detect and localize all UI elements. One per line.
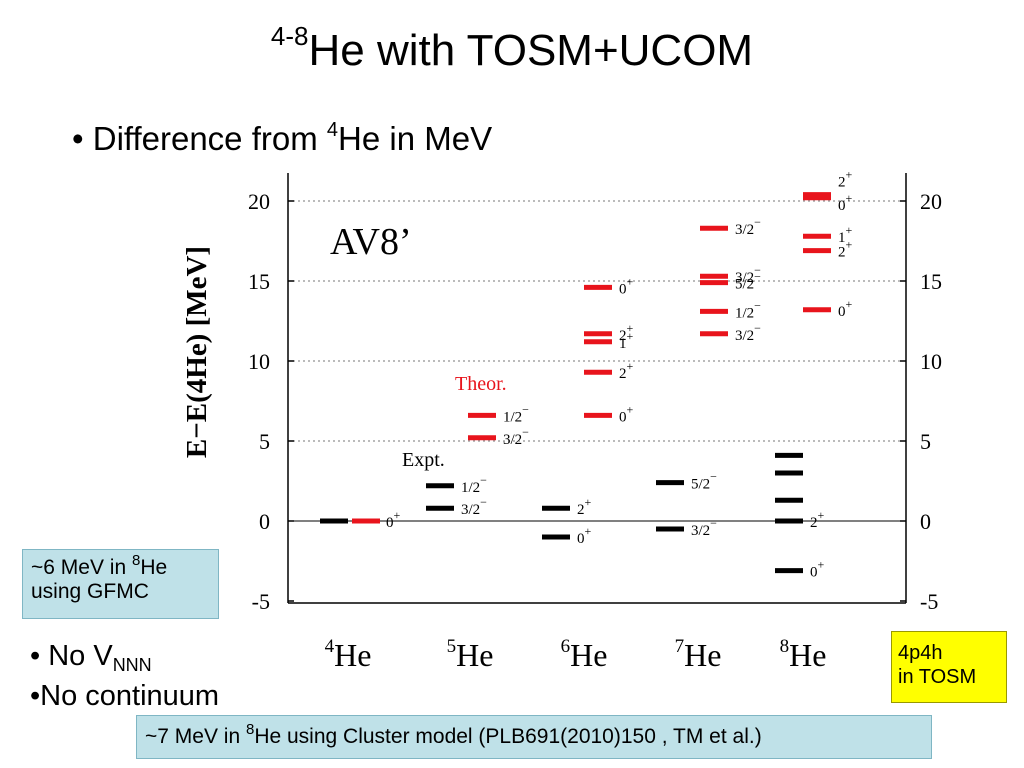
theor-level-label: 5/2− xyxy=(735,270,761,293)
y-tick-label-left: -5 xyxy=(252,589,270,614)
theor-level-label: 3/2− xyxy=(735,215,761,238)
bullet-no-continuum: •No continuum xyxy=(30,676,219,716)
y-tick-label-left: 20 xyxy=(248,189,270,214)
y-tick-label-left: 0 xyxy=(259,509,270,534)
theor-level-label: 1/2− xyxy=(735,298,761,321)
gfmc-sup: 8 xyxy=(131,552,141,569)
y-axis-label: E−E(4He) [MeV] xyxy=(181,246,213,458)
bullet-sup: 4 xyxy=(326,119,339,141)
bullet-sub: NNN xyxy=(112,655,152,675)
page-title: 4-8He with TOSM+UCOM xyxy=(0,23,1024,76)
gfmc-note-box: ~6 MeV in 8He using GFMC xyxy=(22,549,219,619)
title-text: He with TOSM+UCOM xyxy=(308,26,754,75)
theor-level-label: 3/2− xyxy=(503,425,529,448)
gfmc-text-a: ~6 MeV in xyxy=(31,556,132,579)
expt-level-label: 2+ xyxy=(810,508,825,531)
y-tick-label-right: 20 xyxy=(920,189,942,214)
cluster-text-b: He using Cluster model (PLB691(2010)150 … xyxy=(254,725,762,748)
expt-level-label: 0+ xyxy=(810,558,825,581)
expt-level-label: 1/2− xyxy=(461,473,487,496)
bullet-marker: • xyxy=(30,640,41,672)
bullet-marker: • xyxy=(72,120,84,157)
chart-annotation-av8: AV8’ xyxy=(330,221,412,263)
nucleus-label: 6He xyxy=(561,636,608,673)
y-tick-label-left: 10 xyxy=(248,349,270,374)
theor-level-label: 2+ xyxy=(838,168,853,191)
y-tick-label-left: 5 xyxy=(259,429,270,454)
expt-level-label: 2+ xyxy=(577,495,592,518)
title-mass: 4-8 xyxy=(270,21,309,51)
label-expt: Expt. xyxy=(402,449,445,471)
theor-level-label: 1/2− xyxy=(503,402,529,425)
theor-level-label: 0+ xyxy=(619,402,634,425)
tosm-line1: 4p4h xyxy=(898,642,943,664)
cluster-sup: 8 xyxy=(245,721,255,738)
nucleus-label: 7He xyxy=(675,636,722,673)
expt-level-label: 3/2− xyxy=(461,495,487,518)
bullet-text-2: He in MeV xyxy=(338,120,493,157)
theor-level-label: 1+ xyxy=(619,329,634,352)
expt-level-label: 0+ xyxy=(577,524,592,547)
theor-level-label: 0+ xyxy=(619,274,634,297)
y-tick-label-left: 15 xyxy=(248,269,270,294)
theor-level-label: 0+ xyxy=(838,191,853,214)
cluster-note-box: ~7 MeV in 8He using Cluster model (PLB69… xyxy=(136,715,932,759)
theor-level-label: 2+ xyxy=(838,238,853,261)
y-tick-label-right: 0 xyxy=(920,509,931,534)
expt-level-label: 5/2− xyxy=(691,470,717,493)
tosm-note-box: 4p4h in TOSM xyxy=(891,631,1007,703)
bullet-marker: • xyxy=(30,680,41,712)
gfmc-text-line2: using GFMC xyxy=(31,580,149,603)
label-theor: Theor. xyxy=(455,373,507,395)
nucleus-label: 4He xyxy=(325,636,372,673)
expt-level-label: 3/2− xyxy=(691,516,717,539)
theor-level-label: 3/2− xyxy=(735,321,761,344)
theor-level-label: 3/2− xyxy=(735,263,761,286)
theor-level-label: 2+ xyxy=(619,359,634,382)
y-tick-label-right: 15 xyxy=(920,269,942,294)
y-tick-label-right: 5 xyxy=(920,429,931,454)
y-tick-label-right: 10 xyxy=(920,349,942,374)
bullet-text: No V xyxy=(40,640,113,672)
theor-level-label: 1+ xyxy=(838,223,853,246)
bullet-no-vnnn: • No VNNN xyxy=(30,636,219,676)
bullet-text: No continuum xyxy=(40,680,220,712)
bullet-text: Difference from xyxy=(92,120,327,157)
theor-level-label: 0+ xyxy=(386,508,401,531)
nucleus-label: 8He xyxy=(780,636,827,673)
y-tick-label-right: -5 xyxy=(920,589,938,614)
theor-level-label: 2+ xyxy=(619,321,634,344)
gfmc-text-b: He xyxy=(140,556,168,579)
bullet-difference: • Difference from 4He in MeV xyxy=(72,120,492,158)
bullet-list-lower: • No VNNN •No continuum xyxy=(30,636,219,716)
cluster-text-a: ~7 MeV in xyxy=(145,725,246,748)
tosm-line2: in TOSM xyxy=(898,666,977,688)
theor-level-label: 0+ xyxy=(838,297,853,320)
nucleus-label: 5He xyxy=(447,636,494,673)
